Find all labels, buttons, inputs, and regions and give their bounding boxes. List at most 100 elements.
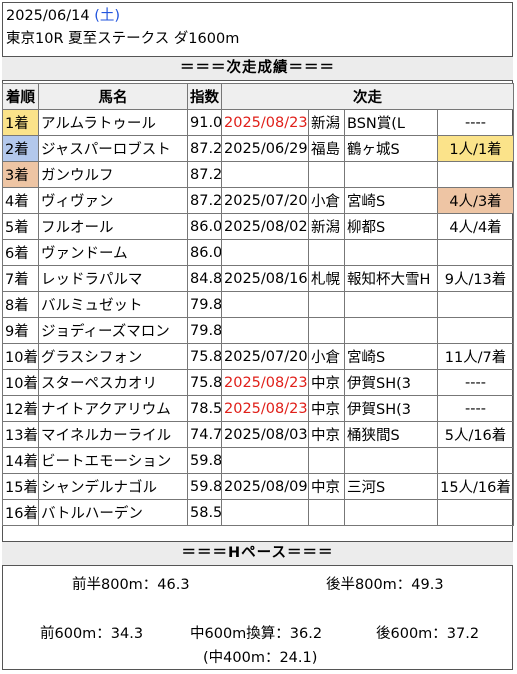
rank-cell: 1着: [2, 109, 39, 136]
next-result: ----: [437, 109, 514, 136]
next-date: 2025/08/02: [221, 213, 309, 240]
next-place: 福島: [308, 135, 345, 162]
index-value: 75.8: [187, 343, 222, 370]
rank-cell: 12着: [2, 395, 39, 422]
next-result: 4人/4着: [437, 213, 514, 240]
next-date: 2025/08/23: [221, 109, 309, 136]
next-result: ----: [437, 395, 514, 422]
rank-cell: 16着: [2, 499, 39, 526]
next-race: [344, 161, 438, 188]
horse-name: スターペスカオリ: [38, 369, 188, 396]
next-place: [308, 499, 345, 526]
next-result: [437, 317, 514, 344]
horse-name: バトルハーデン: [38, 499, 188, 526]
rank-cell: 6着: [2, 239, 39, 266]
next-place: 小倉: [308, 187, 345, 214]
next-result: 1人/1着: [437, 135, 514, 162]
table-row: 12着 ナイトアクアリウム 78.5 2025/08/23 中京 伊賀SH(3 …: [2, 395, 514, 422]
table-row: 16着 バトルハーデン 58.5: [2, 499, 514, 526]
pace-mid-400: (中400m：24.1): [203, 650, 318, 666]
next-race: 宮崎S: [344, 343, 438, 370]
pace-first-600: 前600m：34.3: [40, 626, 144, 642]
table-row: 3着 ガンウルフ 87.2: [2, 161, 514, 188]
table-row: 13着 マイネルカーライル 74.7 2025/08/03 中京 桶狭間S 5人…: [2, 421, 514, 448]
horse-name: ヴァンドーム: [38, 239, 188, 266]
race-date-line: 2025/06/14 (土): [6, 6, 120, 26]
next-race: 宮崎S: [344, 187, 438, 214]
next-race: [344, 239, 438, 266]
next-place: 中京: [308, 395, 345, 422]
next-result: [437, 239, 514, 266]
next-result: 15人/16着: [437, 473, 514, 500]
next-date: [221, 161, 309, 188]
next-place: 新潟: [308, 213, 345, 240]
next-date: 2025/08/23: [221, 369, 309, 396]
horse-name: ガンウルフ: [38, 161, 188, 188]
table-row: 1着 アルムラトゥール 91.0 2025/08/23 新潟 BSN賞(L --…: [2, 109, 514, 136]
table-row: 6着 ヴァンドーム 86.0: [2, 239, 514, 266]
next-date: [221, 291, 309, 318]
next-place: [308, 161, 345, 188]
next-race: [344, 317, 438, 344]
rank-cell: 3着: [2, 161, 39, 188]
next-race: 桶狭間S: [344, 421, 438, 448]
pace-second-half: 後半800m：49.3: [326, 577, 444, 593]
index-value: 86.0: [187, 213, 222, 240]
rank-cell: 10着: [2, 369, 39, 396]
index-value: 91.0: [187, 109, 222, 136]
next-result: 9人/13着: [437, 265, 514, 292]
horse-name: グラスシフォン: [38, 343, 188, 370]
horse-name: マイネルカーライル: [38, 421, 188, 448]
next-results-heading: ＝＝＝次走成績＝＝＝: [2, 56, 513, 81]
next-place: [308, 291, 345, 318]
horse-name: シャンデルナゴル: [38, 473, 188, 500]
rank-cell: 4着: [2, 187, 39, 214]
next-date: 2025/07/20: [221, 187, 309, 214]
race-date: 2025/06/14: [6, 8, 90, 24]
table-row: 8着 バルミュゼット 79.8: [2, 291, 514, 318]
table-row: 5着 フルオール 86.0 2025/08/02 新潟 柳都S 4人/4着: [2, 213, 514, 240]
next-date: 2025/08/09: [221, 473, 309, 500]
table-row: 7着 レッドラパルマ 84.8 2025/08/16 札幌 報知杯大雪H 9人/…: [2, 265, 514, 292]
next-result: ----: [437, 369, 514, 396]
index-value: 86.0: [187, 239, 222, 266]
next-date: 2025/08/03: [221, 421, 309, 448]
race-weekday: (土): [94, 8, 121, 24]
rank-cell: 9着: [2, 317, 39, 344]
horse-name: ヴィヴァン: [38, 187, 188, 214]
next-date: 2025/08/16: [221, 265, 309, 292]
col-horse: 馬名: [38, 83, 188, 110]
table-row: 10着 スターペスカオリ 75.8 2025/08/23 中京 伊賀SH(3 -…: [2, 369, 514, 396]
next-date: 2025/07/20: [221, 343, 309, 370]
col-index: 指数: [187, 83, 222, 110]
next-result: 5人/16着: [437, 421, 514, 448]
next-result: [437, 291, 514, 318]
next-race: 報知杯大雪H: [344, 265, 438, 292]
pace-mid-600: 中600m換算：36.2: [190, 626, 323, 642]
horse-name: ビートエモーション: [38, 447, 188, 474]
col-next-race: 次走: [221, 83, 514, 110]
next-place: 中京: [308, 369, 345, 396]
index-value: 87.2: [187, 187, 222, 214]
next-race: [344, 447, 438, 474]
next-result: 11人/7着: [437, 343, 514, 370]
horse-name: フルオール: [38, 213, 188, 240]
next-date: 2025/06/29: [221, 135, 309, 162]
rank-cell: 7着: [2, 265, 39, 292]
horse-name: ナイトアクアリウム: [38, 395, 188, 422]
index-value: 79.8: [187, 317, 222, 344]
index-value: 58.5: [187, 499, 222, 526]
horse-name: アルムラトゥール: [38, 109, 188, 136]
next-place: 中京: [308, 421, 345, 448]
next-race: 伊賀SH(3: [344, 369, 438, 396]
next-race: [344, 291, 438, 318]
next-date: [221, 447, 309, 474]
pace-last-600: 後600m：37.2: [376, 626, 480, 642]
rank-cell: 15着: [2, 473, 39, 500]
rank-cell: 8着: [2, 291, 39, 318]
index-value: 87.2: [187, 161, 222, 188]
race-title: 東京10R 夏至ステークス ダ1600m: [6, 31, 240, 47]
next-result: [437, 161, 514, 188]
next-date: [221, 499, 309, 526]
table-row: 4着 ヴィヴァン 87.2 2025/07/20 小倉 宮崎S 4人/3着: [2, 187, 514, 214]
